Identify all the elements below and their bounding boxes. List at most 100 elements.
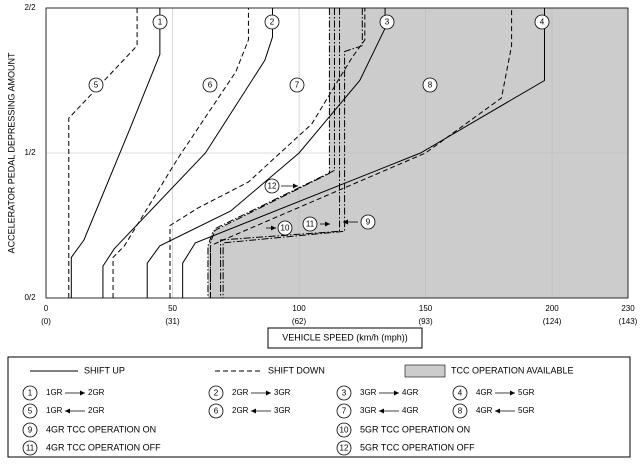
series-line (209, 8, 335, 298)
y-tick-label: 2/2 (24, 3, 36, 12)
legend-to: 2GR (88, 388, 105, 397)
legend-number: 10 (340, 426, 349, 435)
x-tick-label-mph: (143) (619, 317, 638, 326)
y-axis-label: ACCELERATOR PEDAL DEPRESSING AMOUNT (6, 52, 16, 253)
series-label-circle (379, 14, 395, 30)
series-label: 3 (385, 18, 390, 27)
series-label-circle (152, 14, 168, 30)
legend-number: 11 (26, 444, 35, 453)
series-label-circle (88, 77, 104, 93)
x-tick-label: 200 (545, 304, 559, 313)
series-label-circle (289, 77, 305, 93)
plot-frame (45, 7, 629, 299)
legend-from: 4GR (476, 406, 493, 415)
legend-number-circle (336, 385, 352, 401)
x-tick-label: 150 (419, 304, 433, 313)
callout-arrowhead (325, 221, 330, 227)
series-label-circle (202, 77, 218, 93)
legend-text: SHIFT UP (84, 365, 125, 375)
callout-arrowhead (379, 408, 384, 414)
legend-text: TCC OPERATION AVAILABLE (451, 365, 574, 375)
legend-from: 2GR (232, 388, 249, 397)
legend-number-circle (208, 385, 224, 401)
legend-from: 3GR (360, 388, 377, 397)
legend-to: 2GR (88, 406, 105, 415)
y-tick-label: 0/2 (24, 293, 36, 302)
series-label: 10 (281, 224, 290, 233)
series-line (68, 8, 138, 298)
x-axis-label-box (267, 327, 423, 349)
series-label: 2 (270, 18, 275, 27)
x-tick-label-mph: (62) (292, 317, 307, 326)
series-line (70, 8, 161, 298)
series-label-circle (422, 77, 438, 93)
x-tick-label-mph: (124) (543, 317, 562, 326)
series-label: 4 (540, 18, 545, 27)
legend-to: 4GR (402, 388, 419, 397)
legend-number-circle (336, 440, 352, 456)
x-tick-label: 50 (168, 304, 177, 313)
series-line (222, 8, 363, 298)
legend-number-circle (22, 422, 38, 438)
callout-arrowhead (343, 219, 348, 225)
legend-box (7, 356, 631, 458)
legend-number-circle (336, 403, 352, 419)
legend-label: 5GR TCC OPERATION OFF (360, 442, 475, 452)
legend-number: 1 (28, 389, 33, 398)
x-tick-label-mph: (93) (418, 317, 433, 326)
legend-to: 5GR (518, 388, 535, 397)
series-label: 12 (268, 182, 277, 191)
legend-number-circle (452, 385, 468, 401)
callout-arrowhead (266, 390, 271, 396)
legend-text: SHIFT DOWN (268, 365, 325, 375)
x-tick-label-mph: (31) (165, 317, 180, 326)
series-line (220, 8, 341, 298)
y-tick-label: 1/2 (24, 148, 36, 157)
legend-number: 2 (214, 389, 219, 398)
legend-from: 2GR (232, 406, 249, 415)
x-tick-label: 230 (621, 304, 635, 313)
legend-to: 5GR (518, 406, 535, 415)
callout-arrowhead (65, 408, 70, 414)
series-label: 9 (366, 218, 371, 227)
legend-number-circle (22, 385, 38, 401)
legend-number-circle (452, 403, 468, 419)
legend-number-circle (22, 403, 38, 419)
legend-label: 4GR TCC OPERATION ON (46, 424, 156, 434)
legend-number: 8 (458, 407, 463, 416)
series-label-circle (534, 14, 550, 30)
callout-arrowhead (510, 390, 515, 396)
callout-arrowhead (271, 225, 276, 231)
legend-number: 3 (342, 389, 347, 398)
legend-label: 5GR TCC OPERATION ON (360, 424, 470, 434)
x-tick-label-mph: (0) (41, 317, 51, 326)
series-label: 8 (428, 81, 433, 90)
series-line (207, 8, 330, 298)
callout-arrowhead (293, 183, 298, 189)
series-line (182, 8, 545, 298)
legend-from: 3GR (360, 406, 377, 415)
legend-number-circle (22, 440, 38, 456)
legend-from: 1GR (46, 388, 63, 397)
series-line (112, 8, 249, 298)
callout-arrowhead (80, 390, 85, 396)
legend-from: 1GR (46, 406, 63, 415)
legend-number: 5 (28, 407, 33, 416)
series-label: 6 (208, 81, 213, 90)
x-tick-label: 0 (44, 304, 49, 313)
legend-to: 3GR (274, 406, 291, 415)
legend-number: 9 (28, 426, 33, 435)
series-label-circle (360, 214, 376, 230)
x-tick-label: 100 (292, 304, 306, 313)
legend-to: 4GR (402, 406, 419, 415)
series-line (146, 8, 386, 298)
legend-label: 4GR TCC OPERATION OFF (46, 442, 161, 452)
legend-number: 6 (214, 407, 219, 416)
series-line (102, 8, 273, 298)
series-label: 5 (94, 81, 99, 90)
series-label-circle (302, 216, 318, 232)
legend-tcc (404, 364, 446, 378)
series-label-circle (264, 178, 280, 194)
legend-from: 4GR (476, 388, 493, 397)
